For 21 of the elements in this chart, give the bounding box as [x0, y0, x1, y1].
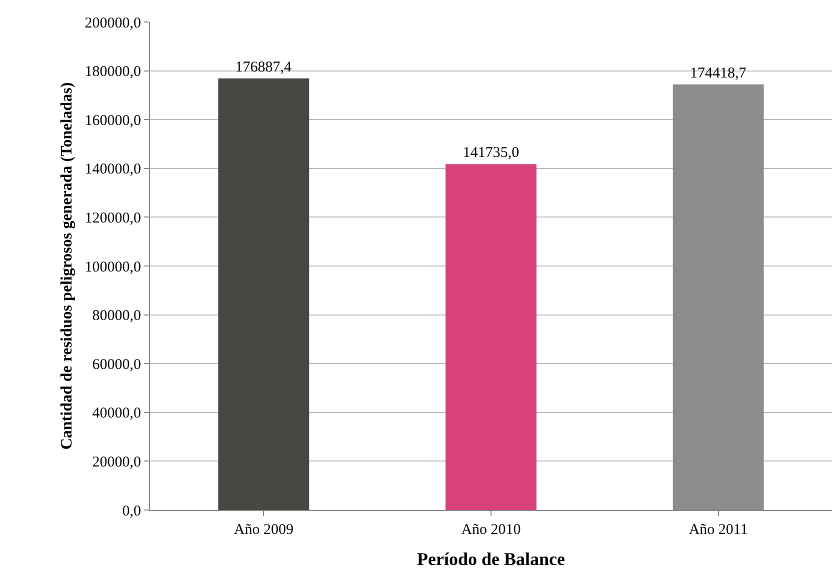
y-tick-label: 20000,0 — [92, 454, 141, 470]
x-tick-label: Año 2009 — [234, 522, 294, 538]
y-tick-label: 100000,0 — [84, 259, 141, 276]
x-tick-label: Año 2010 — [461, 522, 521, 538]
data-label: 176887,4 — [235, 59, 292, 76]
y-tick-label: 40000,0 — [92, 406, 141, 422]
y-tick-label: 120000,0 — [84, 210, 141, 226]
y-tick-label: 180000,0 — [84, 64, 141, 80]
x-axis-title: Período de Balance — [417, 549, 565, 570]
bar — [218, 78, 310, 510]
y-tick-label: 0,0 — [122, 503, 141, 520]
y-tick-label: 140000,0 — [84, 162, 141, 178]
x-tick-label: Año 2011 — [688, 522, 748, 538]
data-label: 141735,0 — [462, 145, 520, 162]
bar — [446, 164, 536, 510]
y-tick-label: 200000,0 — [84, 15, 141, 32]
y-axis-title: Cantidad de residuos peligrosos generada (Toneladas) — [58, 82, 76, 450]
y-tick-label: 60000,0 — [92, 356, 141, 373]
y-tick-label: 160000,0 — [84, 112, 141, 129]
y-tick-label: 80000,0 — [92, 308, 141, 324]
data-label: 174418,7 — [690, 65, 747, 82]
